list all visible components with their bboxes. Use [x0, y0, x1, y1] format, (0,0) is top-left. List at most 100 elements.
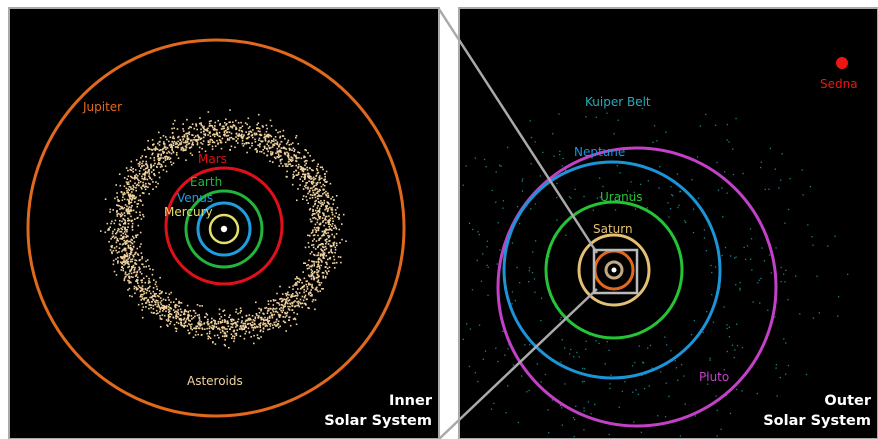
asteroid-dot [208, 131, 211, 134]
asteroid-dot [311, 160, 314, 162]
asteroid-dot [142, 306, 145, 308]
asteroid-dot [192, 309, 195, 312]
asteroid-dot [193, 139, 195, 141]
asteroid-dot [316, 271, 318, 274]
asteroid-dot [202, 126, 204, 129]
kuiper-dot [760, 161, 762, 163]
asteroid-dot [186, 138, 188, 140]
asteroid-dot [233, 340, 235, 343]
asteroid-dot [186, 118, 188, 121]
asteroid-dot [334, 215, 336, 218]
asteroid-dot [126, 252, 128, 254]
asteroid-dot [322, 275, 324, 278]
asteroid-dot [284, 303, 286, 306]
asteroid-dot [187, 137, 190, 140]
asteroid-dot [134, 259, 136, 261]
kuiper-dot [471, 289, 474, 291]
asteroid-dot [275, 321, 277, 323]
asteroid-dot [162, 157, 164, 159]
asteroid-dot [129, 210, 132, 212]
asteroid-dot [262, 312, 264, 315]
asteroid-dot [317, 258, 320, 261]
asteroid-dot [307, 152, 309, 154]
asteroid-dot [292, 147, 295, 149]
asteroid-dot [174, 306, 177, 309]
asteroid-dot [138, 173, 141, 175]
asteroid-dot [293, 301, 295, 303]
asteroid-dot [269, 322, 272, 325]
asteroid-dot [155, 181, 157, 183]
asteroid-dot [271, 139, 273, 142]
asteroid-dot [114, 219, 117, 222]
asteroid-dot [134, 271, 136, 273]
asteroid-dot [314, 299, 317, 301]
asteroid-dot [170, 313, 173, 316]
asteroid-dot [295, 169, 297, 172]
asteroid-dot [132, 235, 134, 238]
asteroid-dot [278, 154, 280, 156]
asteroid-dot [259, 323, 261, 325]
asteroid-dot [148, 169, 151, 171]
asteroid-dot [166, 156, 168, 158]
asteroid-dot [299, 279, 302, 282]
asteroid-dot [318, 209, 321, 211]
asteroid-dot [135, 263, 138, 265]
asteroid-dot [335, 228, 338, 230]
asteroid-dot [119, 243, 121, 245]
asteroid-dot [121, 220, 123, 223]
kuiper-dot [784, 222, 786, 224]
asteroid-dot [262, 322, 265, 324]
asteroid-dot [155, 293, 157, 295]
kuiper-dot [573, 356, 575, 358]
asteroid-dot [132, 255, 135, 257]
kuiper-dot [583, 407, 585, 409]
asteroid-dot [145, 302, 147, 304]
asteroid-dot [161, 314, 164, 316]
asteroid-dot [314, 254, 316, 257]
asteroid-dot [201, 333, 203, 336]
asteroid-dot [132, 254, 134, 257]
kuiper-dot [559, 319, 561, 321]
asteroid-dot [312, 180, 314, 183]
kuiper-dot [514, 299, 516, 302]
asteroid-dot [207, 318, 209, 321]
asteroid-dot [139, 231, 142, 234]
inner-panel: Jupiter Mars Earth Venus Mercury Asteroi… [8, 7, 440, 439]
asteroid-dot [182, 138, 184, 141]
asteroid-dot [236, 320, 239, 323]
kuiper-dot [717, 189, 720, 191]
kuiper-dot [637, 393, 640, 396]
asteroid-dot [213, 135, 216, 138]
asteroid-dot [211, 317, 213, 320]
asteroid-dot [177, 135, 180, 138]
asteroid-dot [163, 145, 166, 147]
asteroid-dot [254, 327, 257, 329]
asteroid-dot [274, 323, 276, 326]
asteroid-dot [256, 127, 258, 130]
asteroid-dot [200, 137, 203, 140]
asteroid-dot [125, 208, 128, 210]
asteroid-dot [264, 322, 267, 325]
asteroid-dot [127, 217, 129, 220]
asteroid-dot [245, 131, 247, 133]
asteroid-dot [299, 301, 301, 304]
kuiper-dot [736, 388, 738, 391]
asteroid-dot [284, 305, 286, 308]
kuiper-dot [572, 417, 575, 419]
asteroid-dot [329, 182, 332, 185]
asteroid-dot [195, 135, 197, 137]
asteroid-dot [308, 177, 311, 180]
outer-panel-background [458, 7, 878, 439]
asteroid-dot [151, 295, 154, 297]
asteroid-dot [237, 122, 240, 124]
asteroid-dot [296, 276, 298, 278]
asteroid-dot [300, 166, 303, 168]
asteroid-dot [152, 164, 155, 167]
kuiper-dot [511, 242, 514, 244]
asteroid-dot [279, 130, 281, 133]
asteroid-dot [283, 298, 285, 301]
asteroid-dot [266, 135, 269, 137]
kuiper-dot [767, 309, 769, 311]
kuiper-dot [731, 344, 734, 346]
asteroid-dot [307, 283, 310, 286]
